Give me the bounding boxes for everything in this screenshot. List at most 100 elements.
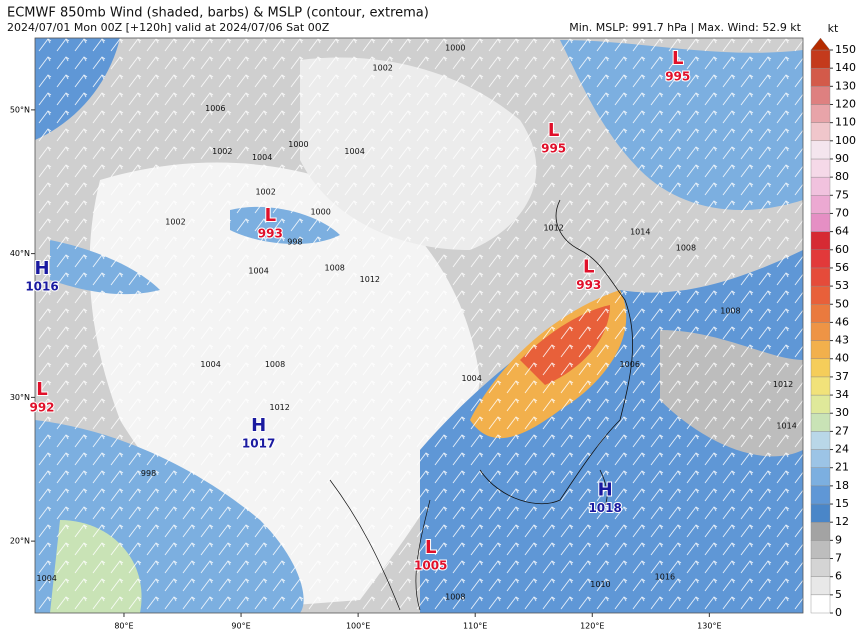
contour-label: 1004 [200,360,220,369]
x-tick-label: 80°E [114,622,133,631]
extremum-value: 1017 [242,436,275,450]
colorbar-label: 0 [835,606,842,619]
colorbar-bin [810,376,831,396]
colorbar-bin [810,322,831,341]
colorbar-bin [810,49,831,69]
colorbar-label: 24 [835,443,849,456]
colorbar-bin [810,358,831,378]
contour-label: 1004 [344,147,364,156]
colorbar-label: 18 [835,479,849,492]
colorbar-bin [810,431,831,450]
x-tick-label: 100°E [346,622,370,631]
colorbar-bin [810,86,831,105]
map-frame [34,37,804,614]
colorbar-label: 110 [835,116,856,129]
colorbar-label: 56 [835,261,849,274]
colorbar-label: 140 [835,61,856,74]
colorbar-label: 27 [835,424,849,437]
y-tick-label: 20°N [10,537,30,546]
extremum-value: 1005 [414,558,447,572]
colorbar-label: 37 [835,370,849,383]
colorbar-bin [810,576,831,596]
colorbar-label: 40 [835,352,849,365]
colorbar-label: 21 [835,461,849,474]
extremum-value: 993 [576,278,601,292]
colorbar-label: 5 [835,588,842,601]
contour-label: 1002 [165,218,185,227]
extremum-letter: L [265,205,276,226]
colorbar-bin [810,158,831,178]
extremum-value: 992 [29,400,54,414]
map-background [35,38,803,613]
colorbar-label: 150 [835,43,856,56]
contour-label: 1008 [676,243,696,252]
colorbar-label: 6 [835,570,842,583]
colorbar-bin [810,122,831,142]
colorbar-label: 50 [835,297,849,310]
colorbar-label: 9 [835,533,842,546]
contour-label: 1014 [630,228,650,237]
colorbar-label: 120 [835,97,856,110]
x-tick-label: 120°E [580,622,604,631]
contour-label: 1012 [773,380,793,389]
colorbar-label: 34 [835,388,849,401]
contour-label: 1002 [212,147,232,156]
colorbar-label: 80 [835,170,849,183]
colorbar-label: 7 [835,552,842,565]
title: ECMWF 850mb Wind (shaded, barbs) & MSLP … [7,6,429,21]
contour-label: 1008 [265,360,285,369]
colorbar-label: 70 [835,206,849,219]
colorbar-bin [810,413,831,432]
extremum-value: 993 [258,226,283,240]
colorbar-bin [810,140,831,160]
colorbar-bin [810,285,831,305]
colorbar-bin [810,594,831,614]
colorbar-label: 64 [835,225,849,238]
y-tick-label: 30°N [10,393,30,402]
extremum-letter: L [583,257,594,278]
contour-label: 1002 [255,187,275,196]
contour-label: 1012 [270,403,290,412]
contour-label: 1012 [543,223,563,232]
colorbar-label: 12 [835,515,849,528]
contour-label: 1008 [445,593,465,602]
colorbar-bin [810,485,831,505]
subtitle: 2024/07/01 Mon 00Z [+120h] valid at 2024… [7,21,330,34]
contour-label: 998 [287,238,302,247]
colorbar-bin [810,213,831,232]
contour-label: 1014 [776,422,796,431]
colorbar-bin [810,67,831,87]
colorbar-bin [810,503,831,523]
colorbar-bin [810,267,831,287]
colorbar-bin [810,558,831,577]
contour-label: 1000 [445,44,465,53]
extremum-letter: H [598,479,613,500]
x-tick-label: 90°E [231,622,250,631]
colorbar-label: 130 [835,79,856,92]
colorbar-bin [810,104,831,123]
colorbar-label: 30 [835,406,849,419]
x-tick-label: 110°E [463,622,487,631]
contour-label: 1016 [655,573,675,582]
extremum-value: 995 [665,70,690,84]
colorbar-unit: kt [828,22,839,35]
x-tick-label: 130°E [697,622,721,631]
colorbar-bin [810,176,831,196]
y-tick-label: 50°N [10,105,30,114]
colorbar-bin [810,449,831,468]
colorbar-bin [810,340,831,359]
colorbar-label: 46 [835,315,849,328]
extremum-letter: L [672,48,683,69]
contour-label: 1006 [205,104,225,113]
contour-label: 1000 [288,140,308,149]
extremum-value: 995 [541,142,566,156]
contour-label: 1002 [373,64,393,73]
extremum-letter: H [251,415,266,436]
colorbar-label: 100 [835,134,856,147]
stats: Min. MSLP: 991.7 hPa | Max. Wind: 52.9 k… [569,21,801,34]
extremum-letter: L [548,120,559,141]
contour-label: 1006 [620,360,640,369]
colorbar-bin [810,231,831,250]
colorbar-bin [810,304,831,323]
